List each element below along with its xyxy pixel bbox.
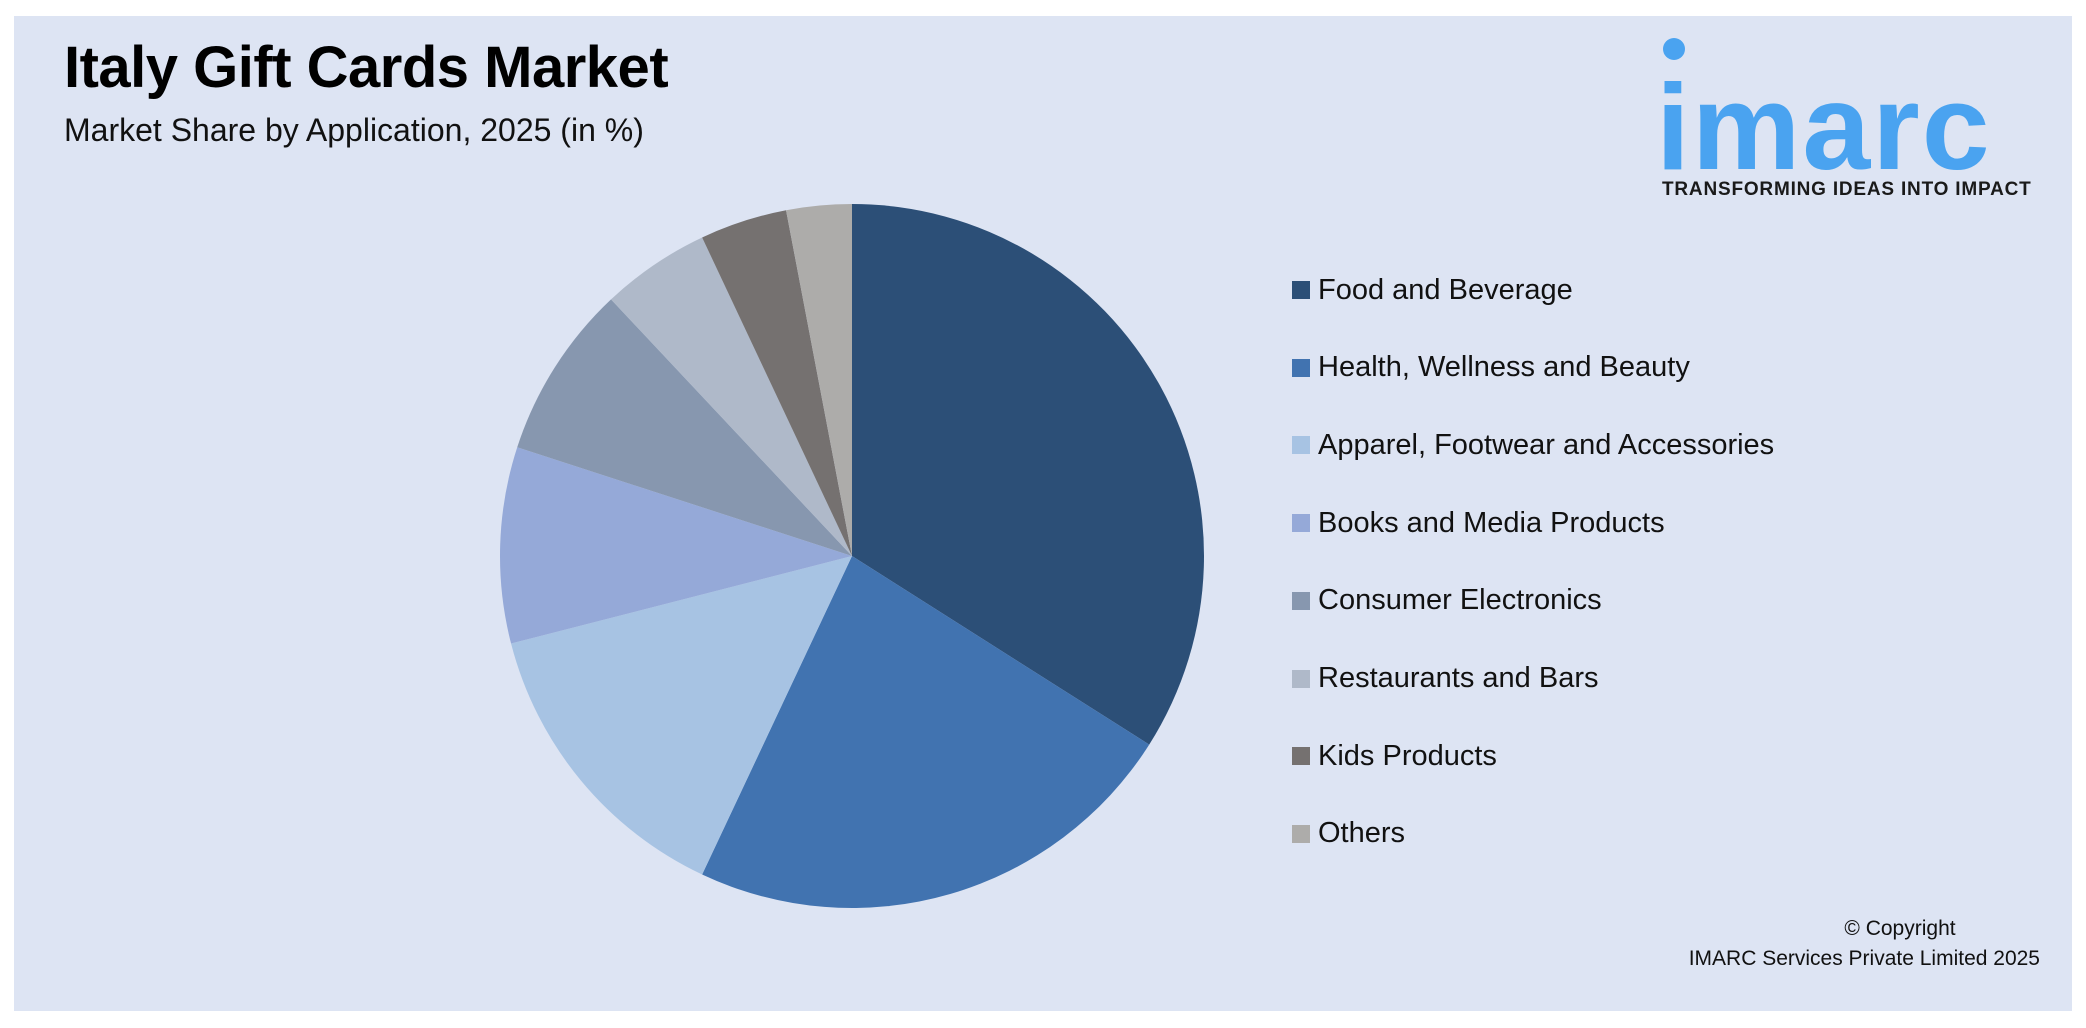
- legend-item: Consumer Electronics: [1292, 581, 1602, 621]
- legend-item: Kids Products: [1292, 736, 1497, 776]
- legend-swatch-icon: [1292, 591, 1310, 610]
- pie-slice-health-wellness-and-beauty: [702, 556, 1150, 908]
- legend-swatch-icon: [1292, 669, 1310, 688]
- pie-slice-books-and-media-products: [500, 447, 852, 644]
- legend-label: Food and Beverage: [1318, 273, 1573, 306]
- legend-label: Restaurants and Bars: [1318, 662, 1599, 694]
- legend-item: Others: [1292, 814, 1405, 854]
- copyright-line-2: IMARC Services Private Limited 2025: [1688, 947, 2040, 970]
- legend-swatch-icon: [1292, 514, 1310, 533]
- chart-title: Italy Gift Cards Market: [64, 35, 669, 100]
- legend-label: Apparel, Footwear and Accessories: [1318, 428, 1775, 461]
- pie-slice-restaurants-and-bars: [611, 237, 852, 556]
- copyright-notice: © Copyright IMARC Services Private Limit…: [1640, 914, 2040, 974]
- legend-label: Health, Wellness and Beauty: [1318, 351, 1690, 384]
- legend-item: Apparel, Footwear and Accessories: [1292, 425, 1774, 465]
- pie-slice-kids-products: [702, 210, 852, 556]
- legend-swatch-icon: [1292, 747, 1310, 766]
- pie-slice-consumer-electronics: [517, 299, 852, 556]
- legend-item: Books and Media Products: [1292, 503, 1665, 543]
- pie-slice-others: [786, 204, 852, 556]
- logo-wordmark: imarc: [1656, 59, 1992, 195]
- legend-label: Consumer Electronics: [1318, 584, 1602, 617]
- pie-slice-food-and-beverage: [852, 204, 1204, 745]
- legend-swatch-icon: [1292, 824, 1310, 843]
- legend-label: Books and Media Products: [1318, 506, 1665, 539]
- legend-label: Kids Products: [1318, 739, 1497, 772]
- imarc-logo: imarc TRANSFORMING IDEAS INTO IMPACT: [1656, 36, 2052, 206]
- pie-slice-apparel-footwear-and-accessories: [511, 556, 852, 875]
- legend-swatch-icon: [1292, 436, 1310, 455]
- legend-item: Health, Wellness and Beauty: [1292, 348, 1690, 388]
- chart-subtitle: Market Share by Application, 2025 (in %): [64, 112, 644, 148]
- logo-tagline: TRANSFORMING IDEAS INTO IMPACT: [1662, 179, 2032, 200]
- copyright-line-1: © Copyright: [1844, 917, 1956, 940]
- logo-dot-icon: [1663, 38, 1685, 60]
- legend-label: Others: [1318, 817, 1406, 850]
- legend-swatch-icon: [1292, 358, 1310, 377]
- legend-swatch-icon: [1292, 281, 1310, 299]
- legend-item: Restaurants and Bars: [1292, 659, 1598, 699]
- legend-item: Food and Beverage: [1292, 270, 1573, 310]
